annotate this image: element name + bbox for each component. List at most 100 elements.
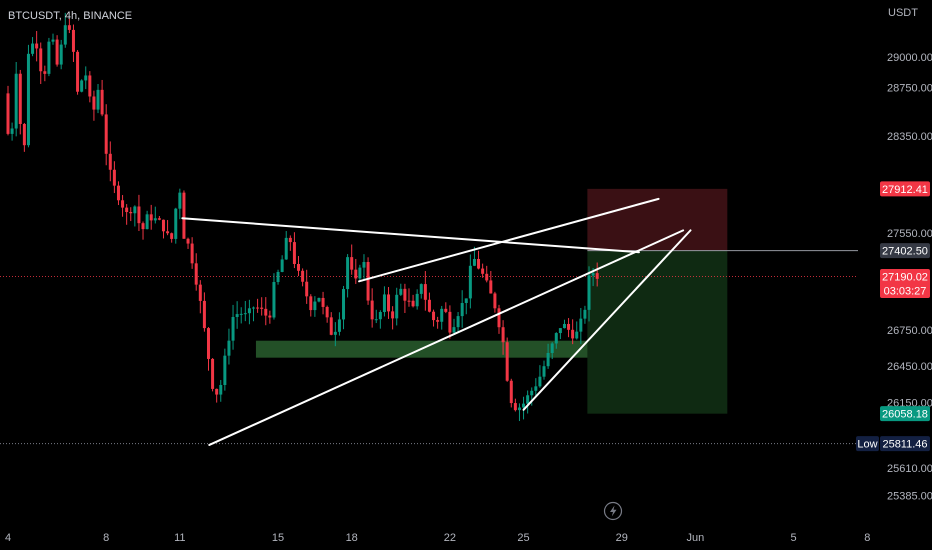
candle-body [558,328,562,334]
trend-line-1[interactable] [181,217,640,254]
candle-body [284,237,288,260]
candle [227,328,231,365]
date-tick: 29 [616,532,628,544]
candle-body [354,269,358,279]
candle-body [554,333,558,344]
candle-body [252,307,255,309]
candle [509,378,513,408]
candle-body [149,214,153,221]
candle [18,69,22,135]
candle-body [206,328,210,359]
candle-body [419,284,423,294]
candle [182,190,186,239]
candle-body [235,314,239,318]
candle [530,387,534,406]
candle-body [88,75,92,97]
candle-body [452,327,456,333]
candle [325,305,329,323]
candle-body [575,331,579,339]
candle [583,305,587,324]
candle-body [374,319,378,321]
candle-body [231,317,235,341]
candle-body [108,153,112,170]
candle-body [153,218,157,221]
candle-body [317,297,321,302]
candle [161,219,165,239]
price-tick: 27550.00 [887,228,932,240]
price-label: 25811.46 Low [856,436,930,452]
candle-body [47,41,51,74]
candle-body [403,288,407,301]
trend-line-4[interactable] [522,229,692,411]
candle [456,312,460,333]
candle-body [174,208,178,239]
candle-body [378,312,382,320]
candle-body [493,293,497,309]
candle [202,292,206,332]
trend-line-2[interactable] [358,197,660,283]
candle [276,269,280,285]
candle [252,306,255,322]
candle [284,231,288,260]
candle-body [71,29,75,52]
candle-body [513,403,517,411]
candle [526,390,530,414]
candle [497,304,501,334]
candle [63,12,67,48]
candle [129,207,133,222]
candle [378,310,382,329]
price-tick: 28750.00 [887,82,932,94]
candle [92,90,96,121]
price-tick: 26450.00 [887,361,932,373]
candle-body [96,89,100,110]
candle-body [223,355,227,386]
candle [358,264,362,281]
candle [362,254,366,281]
candle-body [264,308,268,316]
candle-body [444,308,448,312]
symbol-title[interactable]: BTCUSDT, 4h, BINANCE [8,10,132,22]
price-axis[interactable]: 29000.00 28750.00 28350.00 27550.00 26750.00… [887,52,932,502]
currency-label[interactable]: USDT [888,7,918,19]
candle [206,327,210,371]
candle [567,318,571,338]
candle-body [526,395,530,404]
candle-body [321,297,325,307]
candle-body [190,243,194,264]
candle-body [464,298,468,304]
time-axis[interactable]: 4 8 11 15 18 22 25 29 Jun 5 8 [5,532,870,544]
trend-line-3[interactable] [208,229,685,446]
candle [96,84,100,114]
candle [223,348,227,391]
candle [100,79,104,117]
candle [366,257,370,305]
candle-body [133,206,137,214]
candle-body [391,311,395,319]
lightning-icon[interactable] [603,501,623,521]
candle [76,50,80,95]
candle [423,271,427,311]
candle-body [178,192,182,209]
target-zone[interactable] [587,250,728,414]
symbol-name: BTCUSDT [8,10,60,22]
candle-body [22,123,26,146]
date-tick: 8 [864,532,870,544]
candle-body [100,89,104,115]
price-label-box [880,243,930,259]
candle [391,306,395,330]
candle-body [489,280,493,294]
candle [317,297,321,303]
candle-body [182,192,186,239]
candle-body [313,301,317,311]
candle-body [501,327,505,343]
candle-body [387,294,391,312]
support-zone[interactable] [255,340,679,358]
candle [125,204,129,225]
candle-body [522,403,526,408]
candle-body [67,25,71,30]
candle-body [517,407,521,411]
candle-body [579,318,583,332]
price-label-text: 26058.18 [882,409,928,421]
candle [190,237,194,269]
